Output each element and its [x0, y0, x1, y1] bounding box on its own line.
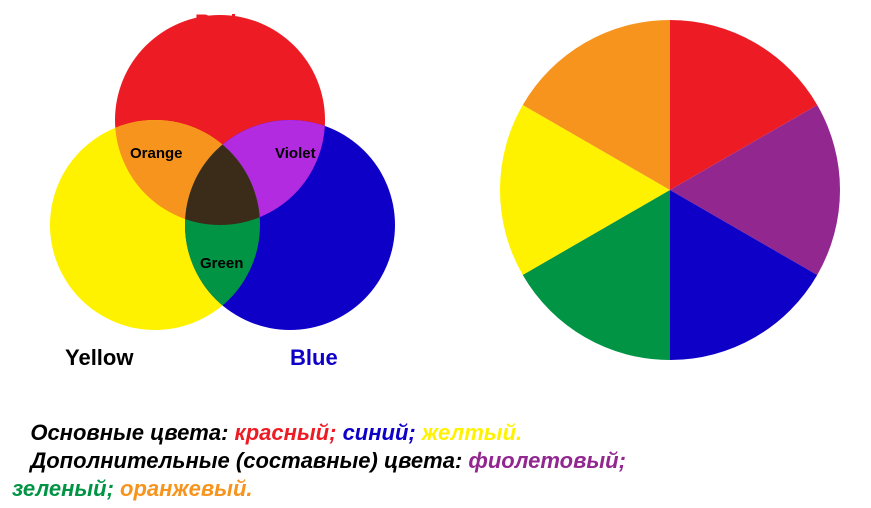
venn-diagram [0, 0, 460, 380]
venn-label-yellow: Yellow [65, 345, 133, 371]
caption-span: Дополнительные (составные) цвета: [12, 448, 468, 473]
caption-span: синий; [343, 420, 422, 445]
venn-label-green: Green [200, 255, 243, 272]
caption-span: желтый. [422, 420, 522, 445]
caption-span: зеленый; [12, 476, 120, 501]
caption-span: Основные цвета: [12, 420, 235, 445]
caption-line-1: Основные цвета: красный; синий; желтый. [12, 420, 522, 446]
venn-label-blue: Blue [290, 345, 338, 371]
caption-line-3: зеленый; оранжевый. [12, 476, 253, 502]
venn-label-violet: Violet [275, 145, 316, 162]
caption-span: оранжевый. [120, 476, 252, 501]
figure: Red Yellow Blue Orange Violet Green Осно… [0, 0, 871, 508]
venn-label-red: Red [195, 10, 237, 36]
color-wheel [480, 0, 860, 380]
caption-span: фиолетовый; [468, 448, 626, 473]
venn-label-orange: Orange [130, 145, 183, 162]
caption-line-2: Дополнительные (составные) цвета: фиолет… [12, 448, 626, 474]
caption-span: красный; [235, 420, 343, 445]
